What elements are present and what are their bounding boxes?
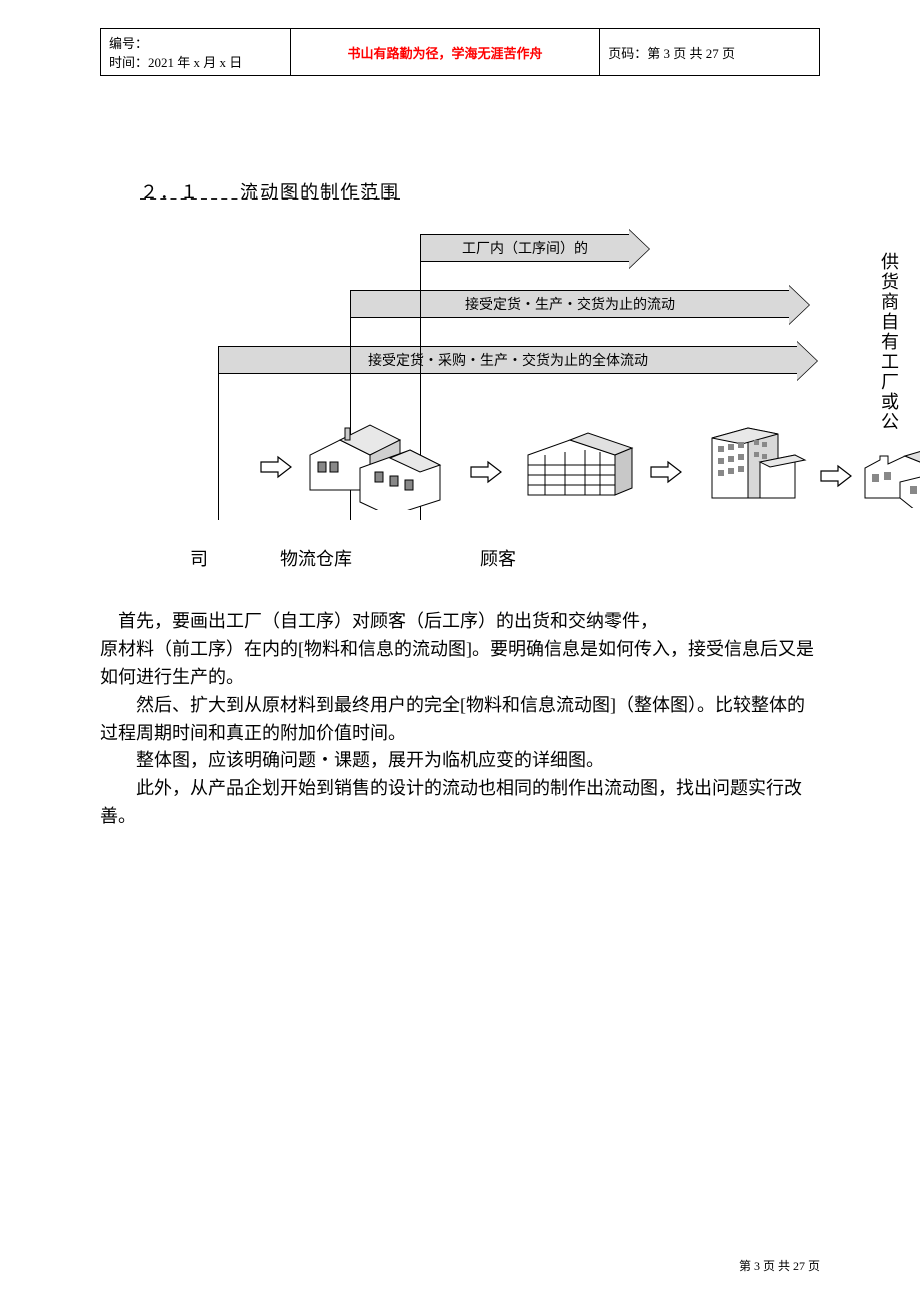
factory-icon [300,420,450,510]
scope-bar-label: 工厂内（工序间）的 [462,238,588,258]
header-pagecode: 页码：第 3 页 共 27 页 [600,29,820,76]
flow-scope-diagram: 工厂内（工序间）的 接受定货・生产・交货为止的流动 接受定货・采购・生产・交货为… [140,220,900,540]
label-company: 司 [190,545,280,571]
supplier-factory-icon [860,438,920,508]
paragraph-line: 首先，要画出工厂（自工序）对顾客（后工序）的出货和交纳零件， [118,611,658,631]
page-header-table: 编号： 时间：2021 年 x 月 x 日 书山有路勤为径，学海无涯苦作舟 页码… [100,28,820,76]
label-customer: 顾客 [480,545,516,571]
paragraph: 此外，从产品企划开始到销售的设计的流动也相同的制作出流动图，找出问题实行改善。 [100,775,820,831]
section-title: ２．１ 流动图的制作范围 [140,178,400,204]
scope-divider-line [218,360,219,520]
header-doc-number: 编号： [109,33,282,52]
header-date: 时间：2021 年 x 月 x 日 [109,52,282,71]
page-footer: 第 3 页 共 27 页 [739,1257,820,1274]
paragraph: 整体图，应该明确问题・课题，展开为临机应变的详细图。 [100,747,820,775]
header-meta-cell: 编号： 时间：2021 年 x 月 x 日 [101,29,291,76]
scope-bar-label: 接受定货・生产・交货为止的流动 [465,294,675,314]
flow-arrow-icon [820,464,852,488]
header-motto: 书山有路勤为径，学海无涯苦作舟 [290,29,600,76]
flow-arrow-icon [470,460,502,484]
label-warehouse: 物流仓库 [280,545,480,571]
flow-arrow-icon [260,455,292,479]
customer-building-icon [700,420,810,505]
paragraph: 首先，要画出工厂（自工序）对顾客（后工序）的出货和交纳零件， [100,608,820,636]
vertical-supplier-label: 供货商自有工厂或公 [876,252,902,432]
body-text-block: 首先，要画出工厂（自工序）对顾客（后工序）的出货和交纳零件， 原材料（前工序）在… [100,608,820,831]
entity-labels-row: 司 物流仓库 顾客 [190,545,516,571]
paragraph: 然后、扩大到从原材料到最终用户的完全[物料和信息流动图]（整体图）。比较整体的过… [100,692,820,748]
paragraph: 原材料（前工序）在内的[物料和信息的流动图]。要明确信息是如何传入，接受信息后又… [100,636,820,692]
flow-arrow-icon [650,460,682,484]
scope-bar-inner-factory: 工厂内（工序间）的 [420,234,630,262]
scope-bar-label: 接受定货・采购・生产・交货为止的全体流动 [368,350,648,370]
warehouse-icon [520,430,640,505]
scope-bar-order-to-delivery: 接受定货・生产・交货为止的流动 [350,290,790,318]
scope-bar-full-flow: 接受定货・采购・生产・交货为止的全体流动 [218,346,798,374]
